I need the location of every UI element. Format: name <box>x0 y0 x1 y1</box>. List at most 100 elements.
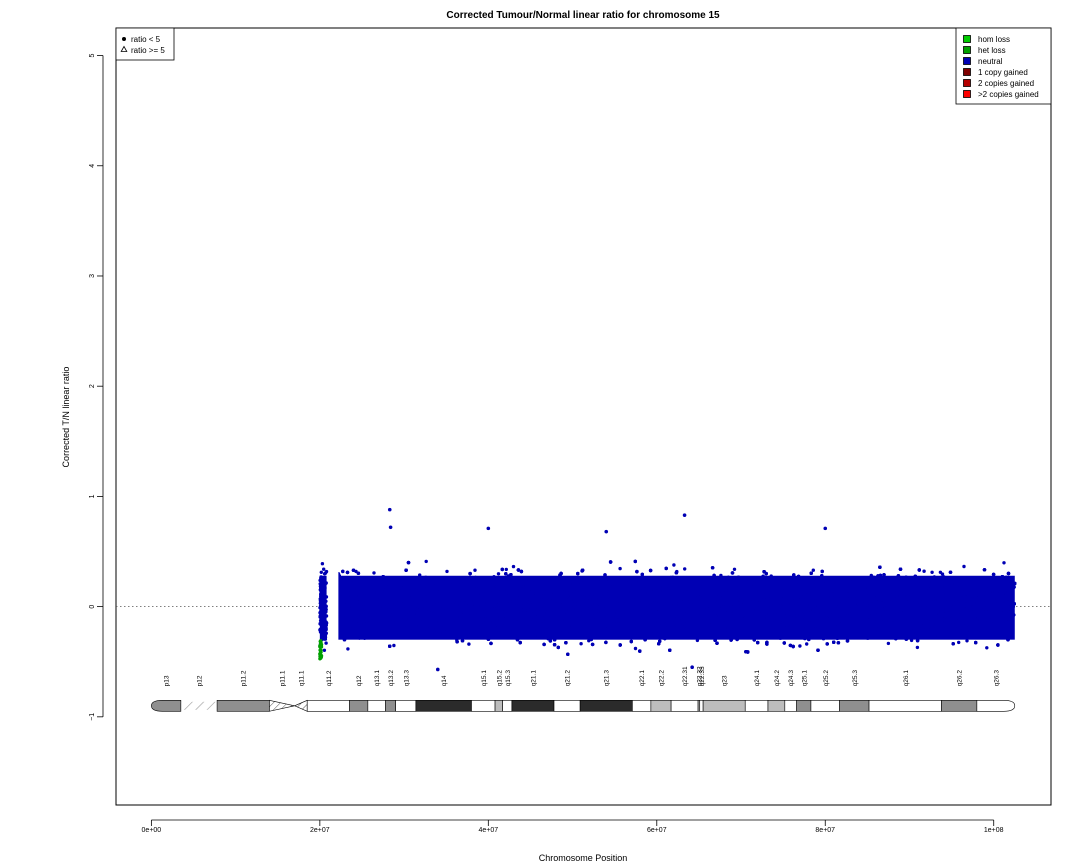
neutral-point <box>398 583 403 588</box>
y-tick-label: 4 <box>89 164 96 168</box>
data-points <box>318 507 1017 672</box>
neutral-point <box>965 639 969 643</box>
neutral-point <box>832 600 836 604</box>
neutral-point <box>424 559 428 564</box>
neutral-point <box>959 576 963 580</box>
neutral-point <box>977 623 981 628</box>
neutral-point <box>647 624 652 629</box>
neutral-point <box>469 590 473 595</box>
neutral-point <box>949 588 954 592</box>
neutral-point <box>496 572 501 576</box>
neutral-point <box>467 642 471 646</box>
neutral-point <box>957 640 961 645</box>
neutral-point <box>678 600 682 605</box>
neutral-point <box>765 586 769 591</box>
neutral-point <box>628 586 633 590</box>
neutral-point <box>809 623 814 627</box>
neutral-point <box>449 617 454 621</box>
neutral-point <box>602 580 606 585</box>
neutral-point <box>385 619 389 624</box>
neutral-point <box>618 566 622 571</box>
neutral-point <box>719 573 723 578</box>
neutral-point <box>467 624 471 628</box>
x-tick-label: 6e+07 <box>647 827 667 834</box>
neutral-point <box>783 577 787 581</box>
neutral-point <box>716 582 720 586</box>
neutral-point <box>595 626 599 630</box>
x-tick-label: 0e+00 <box>142 827 162 834</box>
neutral-point <box>939 575 943 580</box>
neutral-point <box>714 616 718 621</box>
y-tick-label: 2 <box>89 384 96 388</box>
neutral-point <box>536 587 540 591</box>
neutral-point <box>778 636 783 640</box>
neutral-point <box>462 608 467 612</box>
neutral-point <box>655 616 659 620</box>
neutral-point <box>377 597 382 601</box>
neutral-point <box>695 638 700 643</box>
neutral-point <box>696 600 700 604</box>
neutral-point <box>345 599 350 603</box>
neutral-point <box>472 589 476 593</box>
neutral-point <box>942 575 946 579</box>
neutral-point <box>708 587 713 591</box>
neutral-point <box>498 601 502 606</box>
neutral-point <box>417 603 421 607</box>
neutral-point <box>924 606 928 610</box>
neutral-point <box>996 583 1000 588</box>
y-tick-label: 0 <box>89 605 96 609</box>
neutral-point <box>355 577 359 581</box>
neutral-point <box>992 577 996 581</box>
neutral-point <box>748 584 752 589</box>
neutral-point <box>893 615 898 619</box>
y-tick-label: 1 <box>89 494 96 498</box>
neutral-point <box>655 584 659 588</box>
neutral-point <box>908 584 912 588</box>
neutral-point <box>466 629 471 633</box>
neutral-point <box>842 628 846 633</box>
neutral-point <box>616 587 621 591</box>
neutral-point <box>738 611 743 616</box>
neutral-point <box>669 626 673 630</box>
neutral-point <box>346 647 350 651</box>
neutral-point <box>954 581 958 585</box>
neutral-point <box>805 612 809 616</box>
neutral-point <box>533 581 537 585</box>
neutral-point <box>392 643 396 648</box>
neutral-point <box>996 625 1001 629</box>
x-tick-label: 8e+07 <box>815 827 835 834</box>
neutral-point <box>364 586 369 591</box>
neutral-point <box>956 610 960 615</box>
neutral-point <box>425 621 430 626</box>
neutral-point <box>542 590 546 595</box>
neutral-point <box>582 623 587 627</box>
neutral-point <box>357 629 362 633</box>
neutral-point <box>930 570 934 574</box>
x-tick-label: 1e+08 <box>984 827 1004 834</box>
neutral-point <box>587 639 591 643</box>
neutral-point <box>352 633 356 637</box>
neutral-point <box>666 591 671 595</box>
neutral-point <box>398 605 402 609</box>
neutral-point <box>965 626 969 631</box>
neutral-point <box>421 613 425 618</box>
neutral-point <box>717 626 721 630</box>
y-tick-label: 3 <box>89 274 96 278</box>
neutral-point <box>693 613 697 617</box>
neutral-point <box>631 578 635 583</box>
neutral-point <box>618 609 623 613</box>
neutral-point <box>466 593 470 597</box>
neutral-point <box>379 624 383 628</box>
neutral-point <box>553 601 557 605</box>
neutral-point <box>985 613 989 618</box>
neutral-point <box>746 606 750 610</box>
neutral-point <box>962 564 966 569</box>
neutral-point <box>863 623 868 627</box>
neutral-point <box>389 624 393 629</box>
neutral-point <box>876 594 880 598</box>
neutral-point <box>901 584 906 589</box>
neutral-point <box>938 570 943 574</box>
neutral-point <box>489 616 494 620</box>
